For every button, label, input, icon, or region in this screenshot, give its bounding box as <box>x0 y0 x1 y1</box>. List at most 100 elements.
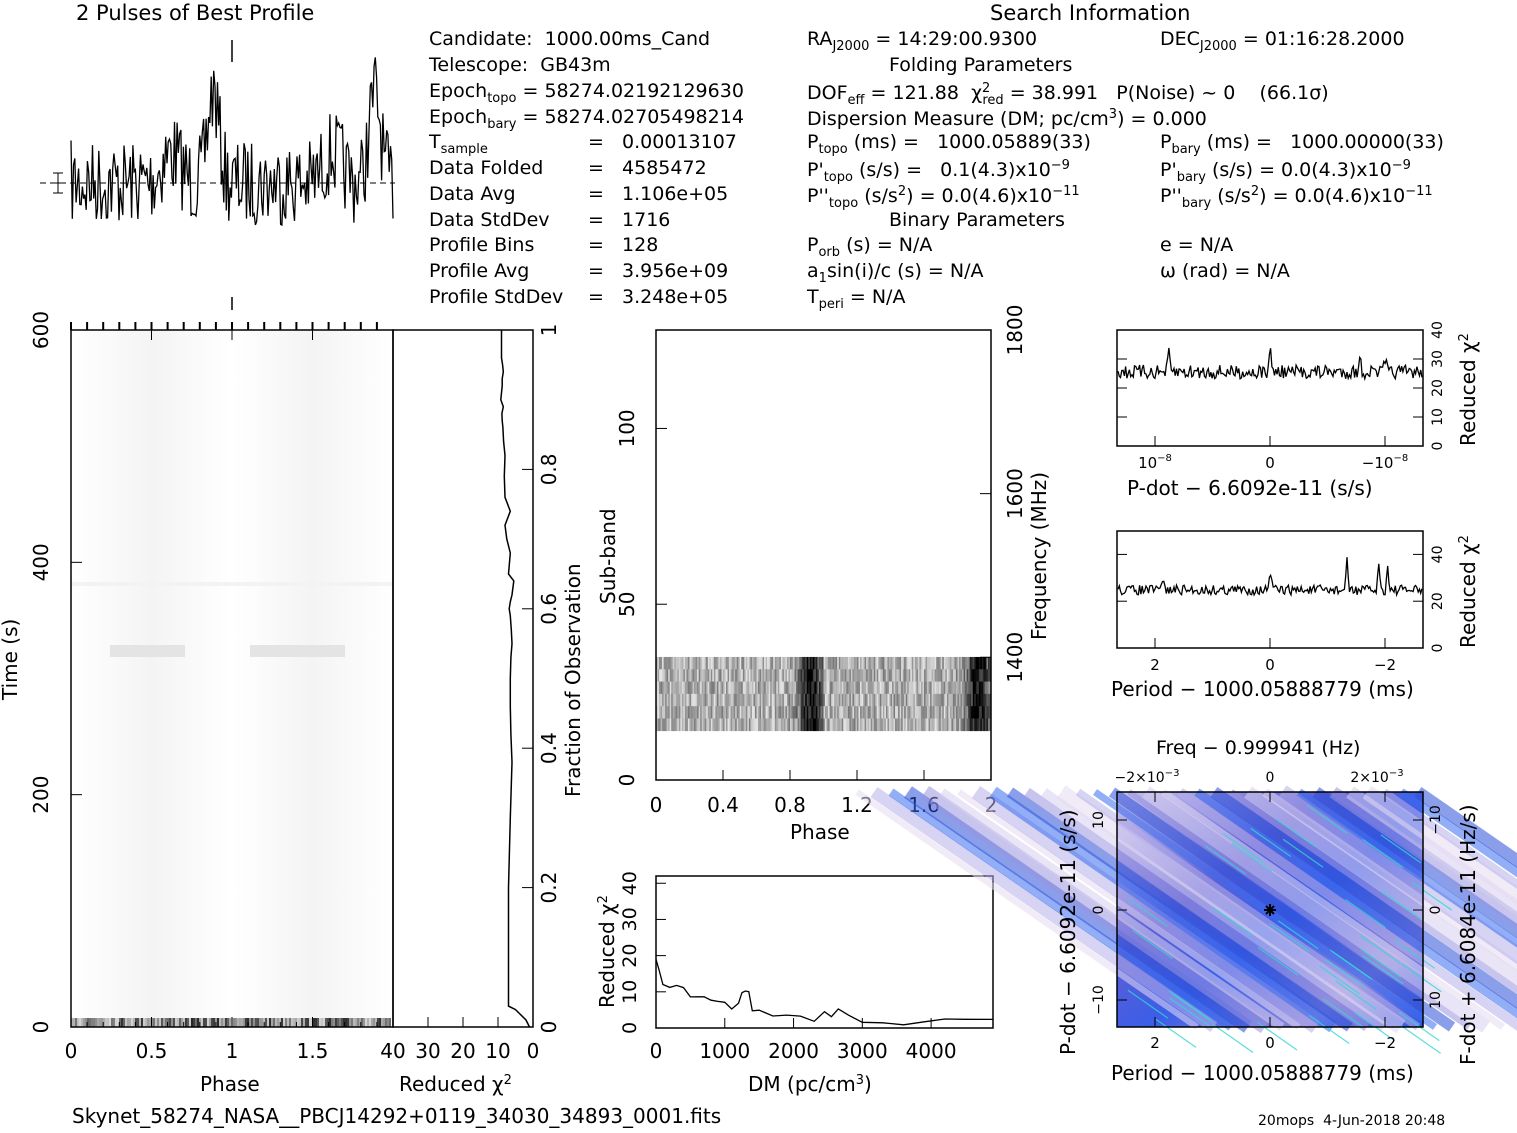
tp-bottom-cell <box>345 1018 347 1027</box>
sb-cell <box>882 669 885 682</box>
sb-cell <box>925 669 928 682</box>
sb-cell <box>908 718 911 732</box>
sb-cell <box>715 706 718 719</box>
sb-cell <box>960 706 963 719</box>
sb-cell <box>659 718 661 732</box>
sb-cell <box>899 706 902 719</box>
sb-cell <box>666 669 669 682</box>
tp-bottom-cell <box>333 1018 335 1027</box>
sb-cell <box>881 693 884 707</box>
sb-cell <box>709 681 712 695</box>
sb-cell <box>823 669 826 682</box>
pp-stripe <box>1142 786 1490 1033</box>
sb-cell <box>916 669 919 682</box>
sb-cell <box>907 669 910 682</box>
sb-cell <box>790 656 792 670</box>
pp-stripe <box>1075 788 1421 1031</box>
tp-bottom-cell <box>357 1018 359 1027</box>
tp-bottom-cell <box>173 1018 175 1027</box>
sb-cell <box>978 669 981 682</box>
sb-cell <box>837 706 840 719</box>
sb-cell <box>927 656 929 670</box>
sb-cell <box>726 718 728 732</box>
timestamp-label: 20mops 4-Jun-2018 20:48 <box>1258 1113 1446 1129</box>
sb-cell <box>735 706 738 719</box>
sb-cell <box>744 693 747 707</box>
sb-cell <box>759 718 762 732</box>
profile-bins-label: Profile Bins <box>429 234 535 256</box>
sb-cell <box>750 718 753 732</box>
sb-cell <box>858 656 861 670</box>
tp-bottom-cell <box>359 1018 361 1027</box>
sb-cell <box>799 693 801 707</box>
sb-cell <box>832 706 835 719</box>
sb-cell <box>847 693 850 707</box>
pp-contour <box>1306 804 1348 834</box>
sb-cell <box>885 706 888 719</box>
sb-cell <box>975 706 978 719</box>
pp-stripe <box>1229 789 1517 994</box>
pp-contour <box>1127 897 1169 927</box>
sb-cell <box>951 656 954 670</box>
sb-cell <box>840 693 843 707</box>
sb-cell <box>751 693 754 707</box>
sb-cell <box>965 681 967 695</box>
sb-cell <box>828 669 830 682</box>
sb-cell <box>747 706 750 719</box>
sb-cell <box>832 669 835 682</box>
sb-cell <box>942 656 945 670</box>
sb-cell <box>870 693 873 707</box>
sb-cell <box>681 669 684 682</box>
sb-cell <box>732 706 734 719</box>
tp-bottom-cell <box>191 1018 193 1027</box>
sb-cell <box>709 656 712 670</box>
sb-cell <box>969 693 972 707</box>
sb-cell <box>952 681 955 695</box>
sb-cell <box>972 718 975 732</box>
e-line: e = N/A <box>1160 234 1234 256</box>
sb-cell <box>860 718 862 732</box>
sb-cell <box>790 681 792 695</box>
sb-cell <box>738 693 741 707</box>
sb-cell <box>846 718 849 732</box>
tp-bottom-cell <box>121 1018 123 1027</box>
pp-x2tick-label: 0 <box>1266 770 1275 786</box>
sb-y2tick-label: 1400 <box>1003 632 1027 683</box>
tp-bottom-cell <box>175 1018 177 1027</box>
tp-bottom-cell <box>389 1018 391 1027</box>
sb-cell <box>799 706 801 719</box>
sb-cell <box>716 656 719 670</box>
sb-cell <box>940 656 943 670</box>
sb-cell <box>701 706 704 719</box>
sb-cell <box>971 681 974 695</box>
sb-cell <box>861 706 864 719</box>
pdot-chi2-frame <box>1116 329 1424 447</box>
sb-cell <box>733 669 736 682</box>
sb-cell <box>907 656 910 670</box>
tp-bottom-cell <box>351 1018 353 1027</box>
sb-cell <box>665 669 667 682</box>
sb-cell <box>960 656 963 670</box>
pd-bary-line: P'bary (s/s) = 0.0(4.3)x10−9 <box>1160 158 1411 185</box>
tp-bottom-cell <box>237 1018 239 1027</box>
sb-cell <box>881 718 884 732</box>
tp-bottom-cell <box>249 1018 251 1027</box>
tp-bottom-cell <box>369 1018 371 1027</box>
sb-cell <box>735 669 738 682</box>
sb-cell <box>698 706 701 719</box>
sb-cell <box>834 706 836 719</box>
sb-cell <box>916 706 919 719</box>
sb-cell <box>736 681 739 695</box>
pp-contour <box>1335 980 1377 1010</box>
sb-cell <box>701 669 704 682</box>
sb-cell <box>869 656 872 670</box>
sb-cell <box>896 656 899 670</box>
sb-cell <box>858 693 861 707</box>
sb-cell <box>898 718 900 732</box>
sb-cell <box>980 669 983 682</box>
pp-stripe <box>1210 787 1517 1009</box>
sb-cell <box>683 681 686 695</box>
tp-bottom-cell <box>361 1018 363 1027</box>
sb-cell <box>857 693 859 707</box>
dm-ytick-label: 10 <box>619 980 641 1004</box>
